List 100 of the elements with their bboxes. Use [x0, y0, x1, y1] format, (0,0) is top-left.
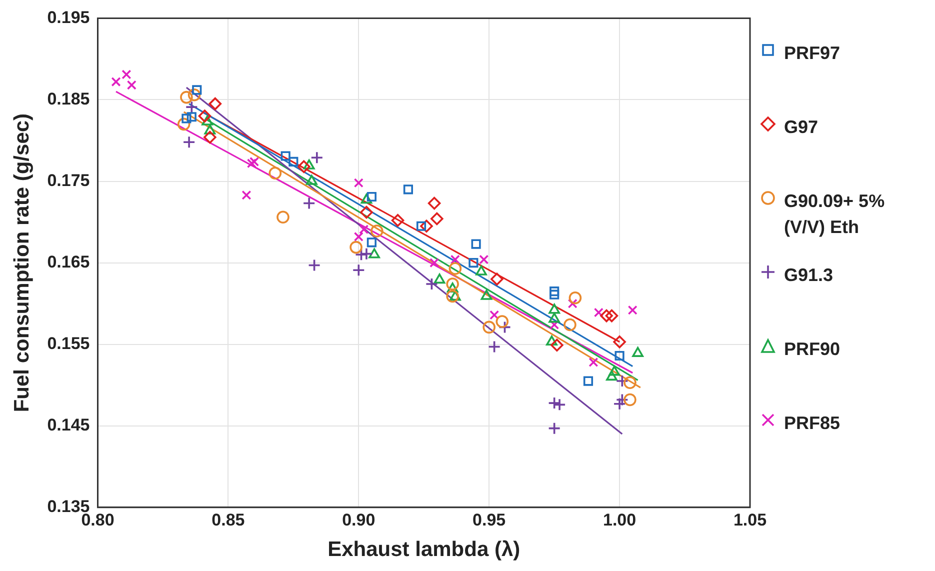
point: [568, 298, 578, 308]
legend-label: PRF85: [784, 412, 840, 435]
point: [366, 238, 376, 248]
point: [352, 264, 366, 277]
point: [600, 309, 613, 322]
point: [594, 308, 604, 318]
point: [546, 335, 558, 346]
point: [446, 282, 458, 293]
point: [624, 376, 636, 390]
x-tick-label: 1.05: [733, 510, 767, 530]
point: [208, 97, 222, 110]
point: [280, 151, 290, 161]
point: [202, 115, 213, 126]
point: [482, 320, 496, 334]
point: [632, 346, 644, 357]
point: [446, 290, 459, 303]
point: [496, 315, 509, 328]
point: [354, 248, 368, 262]
point: [498, 320, 512, 334]
point: [616, 374, 629, 388]
point: [303, 159, 315, 170]
point: [420, 220, 433, 233]
point: [354, 178, 364, 188]
point: [354, 232, 364, 242]
y-tick-label: 0.155: [47, 334, 90, 354]
point: [403, 184, 414, 194]
point: [306, 174, 318, 185]
y-tick-label: 0.195: [47, 8, 90, 27]
point: [186, 112, 196, 122]
point: [180, 90, 193, 104]
point: [430, 212, 444, 226]
point: [370, 224, 384, 238]
y-tick-label: 0.165: [47, 252, 90, 272]
point: [350, 240, 362, 254]
legend-label: G90.09+ 5%(V/V) Eth: [784, 190, 886, 239]
x-tick-label: 1.00: [603, 510, 636, 530]
point: [450, 290, 461, 301]
point: [628, 305, 638, 315]
point: [204, 130, 216, 144]
point: [182, 136, 196, 149]
point: [624, 393, 636, 406]
point: [360, 206, 373, 219]
x-axis-title: Exhaust lambda (λ): [328, 538, 520, 562]
point: [268, 166, 282, 180]
point: [111, 77, 121, 87]
point: [548, 396, 561, 410]
point: [616, 393, 629, 406]
point: [490, 310, 500, 320]
point: [276, 210, 290, 224]
point: [297, 160, 310, 173]
point: [550, 286, 560, 296]
point: [588, 357, 598, 368]
point: [126, 80, 136, 90]
point: [425, 278, 438, 290]
point: [548, 312, 560, 323]
point: [550, 338, 564, 352]
point: [608, 366, 620, 376]
point: [310, 151, 324, 164]
point: [368, 248, 380, 258]
point: [177, 118, 190, 131]
x-tick-label: 0.85: [212, 510, 245, 530]
point: [480, 290, 492, 300]
point: [446, 278, 459, 290]
point: [583, 376, 594, 386]
point: [548, 304, 560, 314]
x-tick-label: 0.90: [342, 510, 376, 530]
point: [606, 370, 618, 381]
point: [360, 247, 373, 260]
point: [359, 224, 369, 234]
point: [360, 194, 372, 204]
point: [198, 110, 212, 122]
y-tick-label: 0.175: [47, 170, 90, 190]
point: [246, 158, 256, 168]
point: [242, 190, 252, 200]
point: [613, 397, 626, 410]
point: [434, 274, 446, 284]
point: [122, 70, 132, 80]
point: [564, 318, 576, 332]
point: [188, 88, 201, 102]
point: [366, 192, 376, 202]
point: [288, 156, 298, 166]
point: [430, 258, 440, 268]
point: [550, 320, 560, 330]
x-tick-label: 0.95: [472, 510, 506, 530]
point: [204, 124, 216, 134]
y-axis-title: Fuel consumption rate (g/sec): [10, 113, 34, 412]
point: [613, 335, 626, 348]
point: [550, 290, 560, 300]
point: [391, 214, 404, 227]
point: [448, 262, 462, 275]
point: [471, 239, 481, 249]
point: [490, 272, 504, 286]
legend-label: G97: [784, 116, 818, 139]
legend-label: G91.3: [784, 264, 834, 287]
point: [428, 196, 441, 210]
point: [468, 258, 478, 268]
y-tick-label: 0.145: [47, 416, 90, 435]
legend-label: PRF90: [784, 338, 840, 361]
point: [308, 258, 321, 272]
y-tick-label: 0.185: [47, 89, 90, 108]
